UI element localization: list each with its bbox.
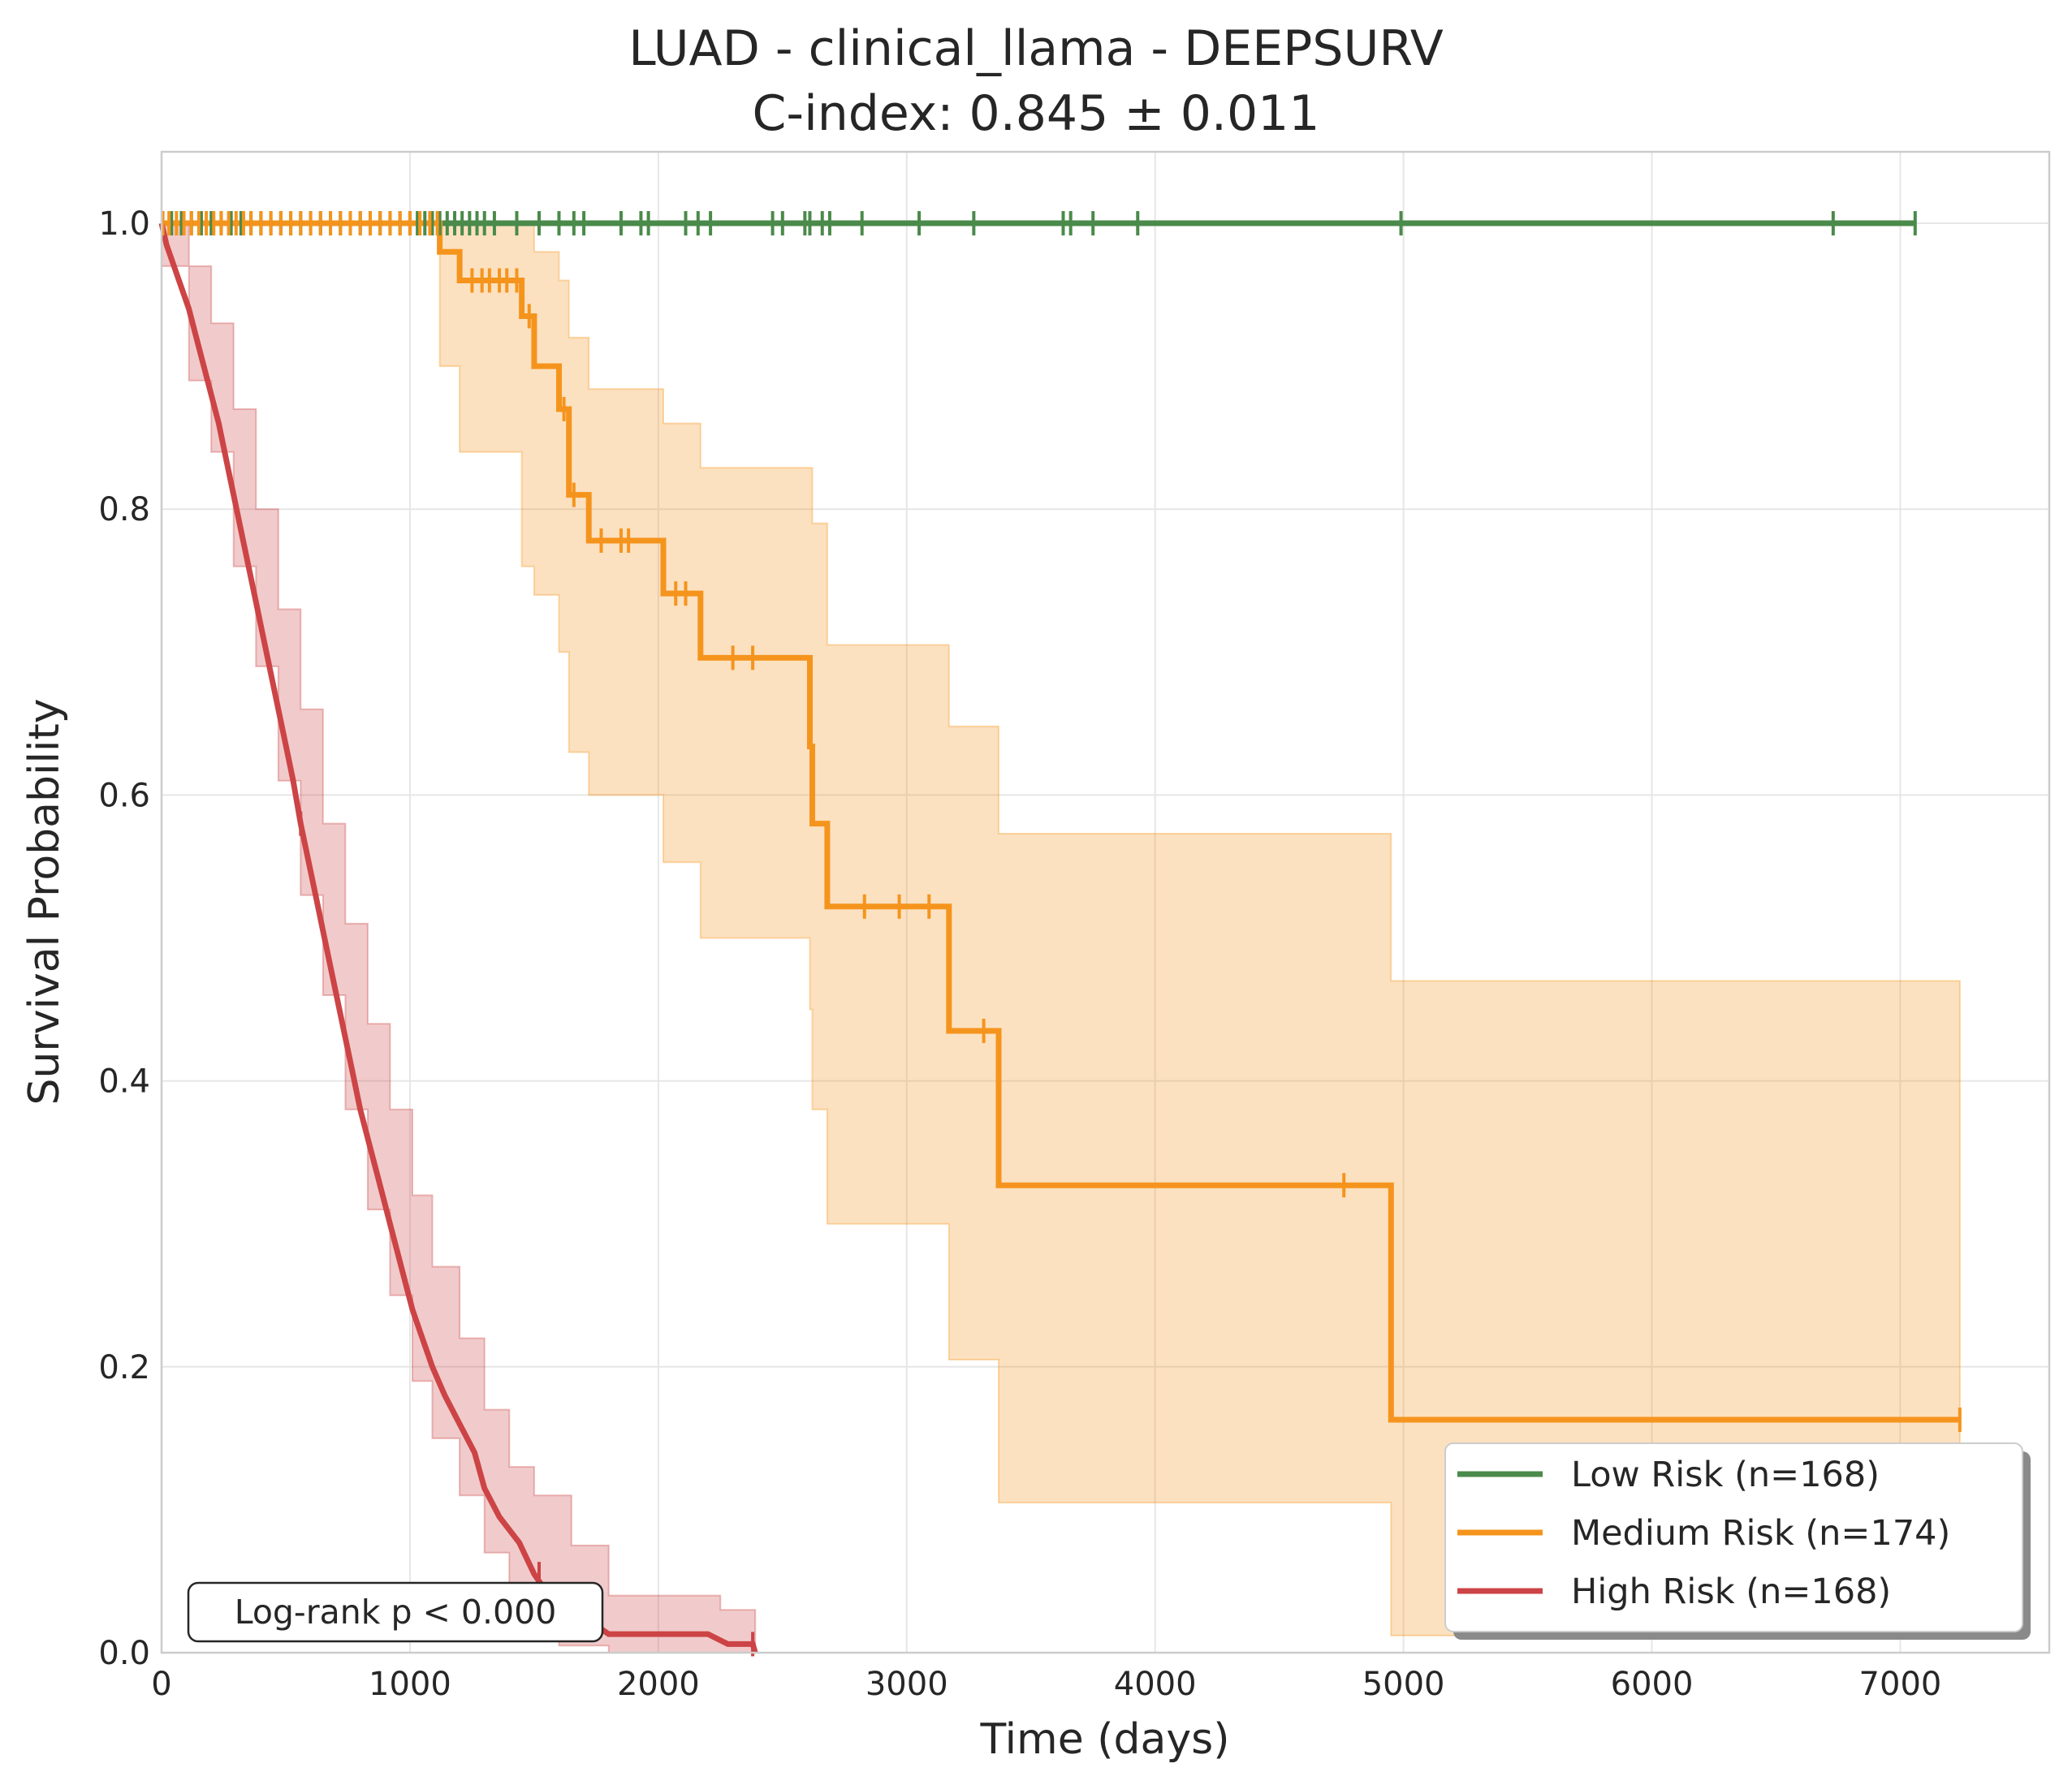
chart-subtitle: C-index: 0.845 ± 0.011 xyxy=(753,85,1320,142)
y-tick-label: 0.0 xyxy=(98,1635,150,1672)
x-axis-label: Time (days) xyxy=(979,1715,1229,1764)
legend-entries: Low Risk (n=168) Medium Risk (n=174) High … xyxy=(1457,1455,1950,1612)
x-tick-label: 1000 xyxy=(369,1666,451,1703)
high-risk-curve xyxy=(158,222,758,1653)
y-tick-label: 0.2 xyxy=(98,1349,150,1386)
y-tick-label: 1.0 xyxy=(98,205,150,243)
legend: Low Risk (n=168) Medium Risk (n=174) High … xyxy=(1444,1442,2031,1640)
high-risk-ci-band xyxy=(161,222,757,1653)
high-risk-legend-label: High Risk (n=168) xyxy=(1571,1572,1891,1612)
y-tick-label: 0.6 xyxy=(98,777,150,814)
y-axis-label: Survival Probability xyxy=(20,698,69,1105)
x-tick-label: 3000 xyxy=(865,1666,948,1703)
y-axis-ticks: 0.0 0.2 0.4 0.6 0.8 1.0 xyxy=(98,205,150,1672)
y-tick-label: 0.8 xyxy=(98,491,150,528)
annotation-text: Log-rank p < 0.000 xyxy=(235,1593,557,1632)
plot-frame xyxy=(160,150,2051,1654)
logrank-annotation: Log-rank p < 0.000 xyxy=(187,1581,604,1643)
censor-marks xyxy=(161,211,1962,1657)
x-axis-ticks: 0 1000 2000 3000 4000 5000 6000 7000 xyxy=(151,1666,1941,1703)
x-tick-label: 5000 xyxy=(1362,1666,1445,1703)
chart-title: LUAD - clinical_llama - DEEPSURV xyxy=(628,20,1444,77)
medium-risk-curve xyxy=(162,220,1960,1423)
x-tick-label: 2000 xyxy=(617,1666,700,1703)
y-tick-label: 0.4 xyxy=(98,1063,150,1101)
x-tick-label: 0 xyxy=(151,1666,171,1703)
x-tick-label: 4000 xyxy=(1114,1666,1197,1703)
low-risk-legend-label: Low Risk (n=168) xyxy=(1571,1455,1880,1495)
medium-risk-legend-label: Medium Risk (n=174) xyxy=(1571,1513,1950,1554)
x-tick-label: 7000 xyxy=(1859,1666,1942,1703)
legend-box xyxy=(1444,1442,2023,1632)
annotation-box xyxy=(187,1581,604,1643)
x-tick-label: 6000 xyxy=(1611,1666,1694,1703)
confidence-bands xyxy=(161,222,1961,1653)
medium-risk-ci-band xyxy=(438,222,1961,1636)
